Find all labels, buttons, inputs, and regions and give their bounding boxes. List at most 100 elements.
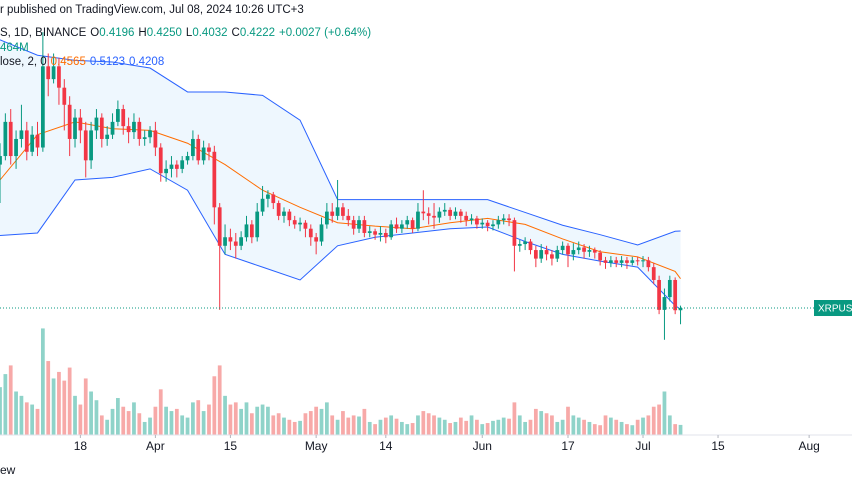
volume-bar bbox=[8, 365, 13, 435]
candle-body bbox=[158, 147, 163, 174]
volume-bar bbox=[442, 419, 447, 435]
candle-body bbox=[641, 260, 645, 262]
band-fill bbox=[0, 39, 681, 310]
candle-body bbox=[608, 260, 613, 263]
band-upper bbox=[0, 39, 681, 246]
volume-bar bbox=[341, 411, 345, 435]
volume-bar bbox=[0, 387, 2, 435]
x-tick-label: 18 bbox=[74, 439, 88, 453]
volume-bar bbox=[287, 419, 292, 435]
candle-body bbox=[137, 121, 142, 139]
candle-body bbox=[19, 130, 24, 139]
volume-bar bbox=[432, 415, 436, 435]
band-middle bbox=[0, 121, 681, 279]
candle-body bbox=[475, 218, 479, 225]
volume-bar bbox=[528, 419, 533, 435]
candle-body bbox=[603, 260, 608, 263]
volume-bar bbox=[464, 420, 469, 435]
candle-body bbox=[453, 211, 458, 216]
volume-bar bbox=[587, 421, 592, 435]
candle-body bbox=[217, 207, 222, 246]
volume-bar bbox=[223, 395, 227, 435]
volume-bar bbox=[437, 417, 442, 435]
candle-body bbox=[0, 156, 2, 165]
volume-bar bbox=[292, 421, 297, 435]
candle-body bbox=[614, 260, 619, 263]
volume-bar bbox=[46, 361, 51, 435]
candle-body bbox=[426, 213, 431, 216]
candle-body bbox=[373, 231, 377, 235]
published-text: r published on TradingView.com, Jul 08, … bbox=[0, 4, 304, 16]
legend-key: C bbox=[231, 27, 240, 39]
candle-body bbox=[651, 267, 656, 280]
candle-body bbox=[314, 237, 319, 242]
candle-body bbox=[303, 222, 308, 229]
candle-body bbox=[346, 215, 351, 221]
candle-body bbox=[351, 220, 356, 229]
candle-body bbox=[30, 134, 35, 152]
volume-bar bbox=[116, 398, 120, 435]
volume-bar bbox=[566, 406, 570, 435]
volume-bar bbox=[314, 406, 319, 435]
x-tick-label: 14 bbox=[379, 439, 393, 453]
volume-bar bbox=[560, 419, 565, 435]
volume-bar bbox=[335, 419, 340, 435]
volume-bar bbox=[523, 421, 528, 435]
volume-bar bbox=[378, 419, 383, 435]
volume-bar bbox=[126, 411, 131, 435]
volume-bar bbox=[576, 417, 581, 435]
volume-bar bbox=[608, 417, 613, 435]
volume-bar bbox=[164, 406, 168, 435]
candle-body bbox=[292, 220, 297, 225]
volume-bar bbox=[239, 408, 244, 435]
candle-body bbox=[533, 250, 538, 259]
legend-key: L bbox=[185, 27, 193, 39]
candle-body bbox=[40, 66, 45, 148]
volume-bar bbox=[346, 417, 351, 435]
volume-bar bbox=[3, 374, 8, 435]
candle-body bbox=[62, 87, 67, 105]
volume-bar bbox=[24, 402, 29, 435]
volume-bar bbox=[137, 413, 142, 435]
candle-body bbox=[501, 218, 506, 221]
candle-body bbox=[630, 260, 635, 263]
volume-bar bbox=[142, 421, 147, 435]
legend-change: +0.0027 (+0.64%) bbox=[279, 27, 372, 39]
volume-bar bbox=[78, 404, 83, 435]
legend-value: 0.4196 bbox=[99, 27, 135, 39]
volume-bar bbox=[244, 402, 249, 435]
candle-body bbox=[99, 117, 104, 139]
volume-bar bbox=[228, 404, 233, 435]
volume-bar bbox=[400, 421, 404, 435]
volume-bar bbox=[539, 411, 544, 435]
candle-body bbox=[512, 220, 517, 246]
candle-body bbox=[126, 126, 131, 133]
candle-body bbox=[110, 121, 115, 135]
candle-body bbox=[287, 211, 292, 221]
volume-bar bbox=[319, 408, 324, 435]
volume-bar bbox=[416, 415, 420, 435]
volume-bar bbox=[405, 424, 410, 435]
volume-bar bbox=[57, 371, 61, 435]
volume-bar bbox=[73, 395, 77, 435]
candle-body bbox=[528, 241, 533, 251]
legend-key: O bbox=[90, 27, 100, 39]
candle-body bbox=[523, 241, 528, 245]
candle-body bbox=[223, 237, 227, 246]
candle-body bbox=[635, 260, 640, 262]
volume-bar bbox=[592, 424, 597, 435]
candle-body bbox=[266, 194, 270, 199]
volume-bar bbox=[303, 413, 308, 435]
x-tick-label: 15 bbox=[224, 439, 238, 453]
bb-legend: lose, 2, 0 0.4565 0.5123 0.4208 bbox=[0, 56, 164, 68]
bb-lower: 0.4208 bbox=[129, 56, 165, 68]
candle-body bbox=[308, 228, 313, 238]
bb-basis: 0.4565 bbox=[50, 56, 86, 68]
volume-bar bbox=[550, 415, 554, 435]
volume-bar bbox=[67, 367, 72, 435]
candle-body bbox=[319, 224, 324, 242]
volume-bar bbox=[394, 418, 399, 435]
volume-bar bbox=[448, 423, 452, 435]
volume-legend: 464M bbox=[0, 42, 29, 54]
volume-bar bbox=[180, 415, 185, 435]
